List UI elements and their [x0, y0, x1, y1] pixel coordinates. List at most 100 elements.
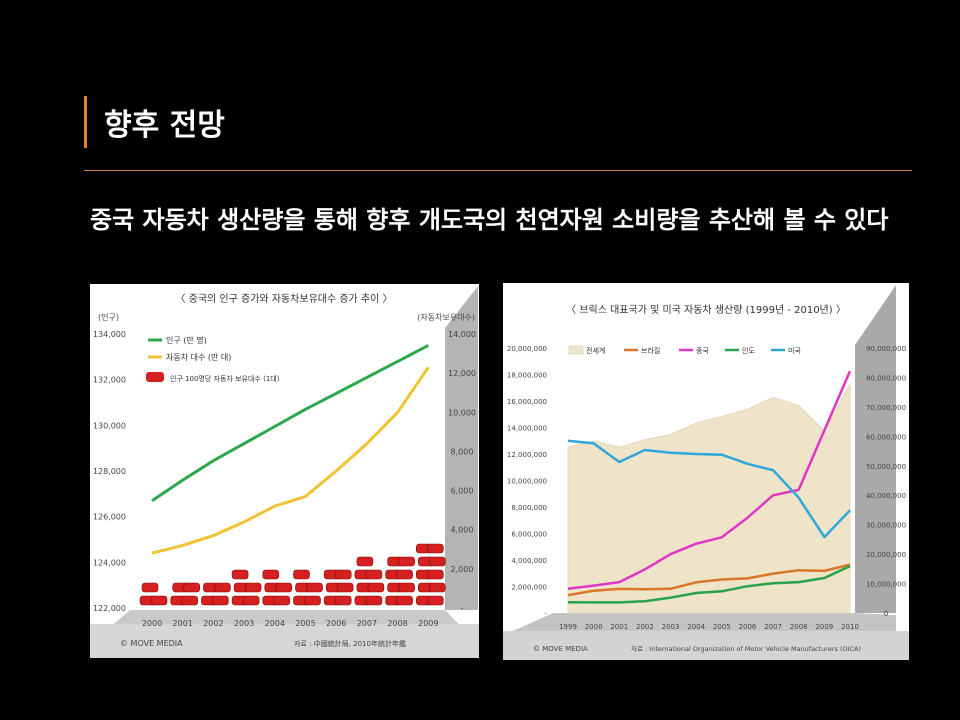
chart1-car-pictogram [214, 582, 231, 593]
chart1-x-tick-label: 2004 [265, 619, 285, 628]
chart2-legend-label: 전세계 [586, 346, 605, 355]
chart2-footer-band [503, 631, 909, 660]
chart1-car-pictogram [231, 569, 249, 580]
chart2-left-tick-label: 20,000,000 [507, 345, 547, 353]
chart2-left-tick-label: - [544, 610, 547, 618]
chart1-car-pictogram [181, 595, 198, 606]
chart1-legend-car-icon [146, 372, 164, 382]
chart2-x-tick-label: 2009 [815, 623, 833, 631]
chart1-car-pictogram [398, 556, 415, 567]
chart1-x-tick-label: 2000 [142, 619, 162, 628]
chart2-right-tick-label: 50,000,000 [866, 463, 906, 471]
chart1-right-tick-label: 12,000 [448, 369, 476, 378]
chart1-legend-pictogram-label: 인구 100명당 자동차 보유대수 (1대) [170, 374, 280, 383]
chart2-series-line-2 [567, 370, 852, 591]
chart1-left-tick-label: 130,000 [93, 421, 126, 430]
chart1-right-tick-label: 14,000 [448, 330, 476, 339]
chart2-x-tick-label: 2005 [713, 623, 731, 631]
chart1-car-pictogram [306, 582, 323, 593]
chart1-car-pictogram [396, 569, 413, 580]
chart1-footer-band [90, 624, 479, 658]
chart1-right-tick-label: - [461, 604, 464, 613]
chart2-legend-swatch [568, 345, 584, 355]
chart2-x-tick-label: 1999 [559, 623, 577, 631]
chart1-car-pictogram [293, 569, 310, 580]
chart2-x-tick-label: 2003 [662, 623, 680, 631]
chart1-left-tick-label: 134,000 [93, 330, 126, 339]
chart1-car-pictogram [336, 582, 354, 593]
chart2-left-tick-label: 6,000,000 [511, 531, 547, 539]
chart2-svg: 〈 브릭스 대표국가 및 미국 자동차 생산량 (1999년 - 2010년) … [503, 285, 909, 660]
chart1-x-tick-label: 2009 [418, 619, 438, 628]
chart1-car-pictogram [426, 595, 444, 606]
chart2-series-area-0 [567, 384, 851, 614]
chart2-left-tick-label: 18,000,000 [507, 372, 547, 380]
chart2-x-tick-label: 2007 [764, 623, 782, 631]
chart1-car-pictogram [304, 595, 321, 606]
chart2-right-tick-label: 40,000,000 [866, 492, 906, 500]
china-population-car-chart: 〈 중국의 인구 증가와 자동차보유대수 증가 추이 〉 (인구) (자동차보유대수… [90, 284, 479, 658]
chart2-series-line-1 [567, 563, 851, 597]
chart2-x-tick-label: 2001 [610, 623, 628, 631]
chart2-right-tick-label: 80,000,000 [866, 374, 906, 382]
chart2-legend-label: 브라질 [641, 346, 660, 355]
chart1-legend-label: 자동차 대수 (만 대) [166, 353, 231, 362]
chart2-x-tick-label: 2000 [585, 623, 603, 631]
chart2-right-tick-label: 90,000,000 [866, 345, 906, 353]
chart1-car-pictogram [150, 595, 168, 606]
chart1-car-pictogram [398, 582, 415, 593]
chart1-car-pictogram [183, 582, 200, 593]
chart1-car-pictogram [273, 595, 291, 606]
chart1-car-pictogram [212, 595, 229, 606]
chart2-left-tick-label: 2,000,000 [511, 584, 547, 592]
chart2-x-tick-label: 2004 [687, 623, 705, 631]
brics-car-production-chart: 〈 브릭스 대표국가 및 미국 자동차 생산량 (1999년 - 2010년) … [503, 283, 909, 660]
chart2-series-line-4 [567, 439, 851, 539]
chart1-x-tick-label: 2008 [387, 619, 407, 628]
chart2-left-tick-label: 4,000,000 [511, 557, 547, 565]
chart2-right-tick-label: 10,000,000 [866, 581, 906, 589]
chart1-car-pictogram [428, 582, 446, 593]
chart2-right-tick-label: 30,000,000 [866, 522, 906, 530]
chart2-legend-label: 미국 [788, 346, 801, 355]
chart1-car-pictogram [141, 582, 159, 593]
chart2-right-tick-label: 20,000,000 [866, 551, 906, 559]
slide-title: 향후 전망 [104, 108, 225, 143]
chart1-source: 자료 : 中國統計局, 2010年統計年鑑 [294, 639, 406, 648]
chart1-legend-label: 인구 (만 명) [166, 335, 207, 345]
chart2-series-line-3 [567, 564, 851, 604]
chart1-car-pictogram [365, 595, 383, 606]
chart2-right-tick-label: 0 [884, 610, 888, 618]
chart1-series-line-1 [151, 366, 430, 555]
chart1-x-tick-label: 2006 [326, 619, 346, 628]
chart1-car-pictogram [428, 556, 446, 567]
chart1-title: 〈 중국의 인구 증가와 자동차보유대수 증가 추이 〉 [175, 293, 392, 305]
chart2-x-tick-label: 2002 [636, 623, 654, 631]
chart2-left-tick-label: 12,000,000 [507, 451, 547, 459]
chart1-x-tick-label: 2002 [203, 619, 223, 628]
title-accent-bar [84, 96, 87, 148]
chart1-car-pictogram [334, 569, 352, 580]
chart1-x-tick-label: 2007 [357, 619, 377, 628]
chart1-car-pictogram [396, 595, 413, 606]
chart2-right-tick-label: 70,000,000 [866, 404, 906, 412]
chart2-left-tick-label: 14,000,000 [507, 425, 547, 433]
chart2-watermark: © MOVE MEDIA [533, 645, 588, 653]
chart1-car-pictogram [275, 582, 293, 593]
chart2-source: 자료 : International Organization of Motor… [631, 644, 861, 653]
chart1-left-tick-label: 124,000 [93, 558, 126, 567]
chart1-x-tick-label: 2005 [295, 619, 315, 628]
chart1-left-tick-label: 126,000 [93, 513, 126, 522]
chart1-svg: 〈 중국의 인구 증가와 자동차보유대수 증가 추이 〉 (인구) (자동차보유대수… [90, 286, 479, 658]
chart1-right-tick-label: 4,000 [451, 526, 474, 535]
chart1-car-pictogram [244, 582, 262, 593]
chart1-x-tick-label: 2003 [234, 619, 254, 628]
title-divider [84, 170, 912, 171]
chart1-car-pictogram [356, 556, 374, 567]
chart2-left-tick-label: 10,000,000 [507, 478, 547, 486]
chart1-left-tick-label: 132,000 [93, 376, 126, 385]
chart1-right-tick-label: 8,000 [451, 447, 474, 456]
chart1-right-tick-label: 6,000 [451, 487, 474, 496]
chart2-left-tick-label: 8,000,000 [511, 504, 547, 512]
chart1-car-pictogram [365, 569, 383, 580]
